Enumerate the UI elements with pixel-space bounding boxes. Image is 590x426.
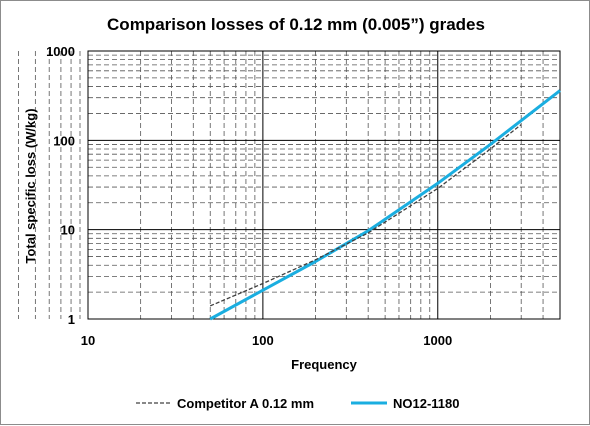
- grid: [18, 50, 561, 320]
- tick-labels: 10 100 1000 1 10 100 1000: [46, 44, 452, 348]
- y-axis-label: Total specific loss (W/kg): [23, 108, 38, 263]
- series-line-competitor-a: [209, 124, 522, 307]
- x-tick-label: 100: [252, 333, 274, 348]
- plot-area-border: [87, 50, 561, 320]
- legend: Competitor A 0.12 mm NO12-1180: [136, 396, 460, 411]
- series-group: [209, 89, 561, 321]
- legend-label: Competitor A 0.12 mm: [177, 396, 314, 411]
- y-tick-label: 100: [53, 133, 75, 148]
- x-axis-label: Frequency: [291, 357, 358, 372]
- y-tick-label: 1000: [46, 44, 75, 59]
- x-tick-label: 10: [81, 333, 95, 348]
- y-tick-label: 10: [61, 223, 75, 238]
- chart-title: Comparison losses of 0.12 mm (0.005”) gr…: [107, 15, 485, 34]
- series-line-no12-1180: [209, 89, 561, 321]
- legend-label: NO12-1180: [393, 396, 460, 411]
- y-tick-label: 1: [68, 312, 75, 327]
- x-tick-label: 1000: [423, 333, 452, 348]
